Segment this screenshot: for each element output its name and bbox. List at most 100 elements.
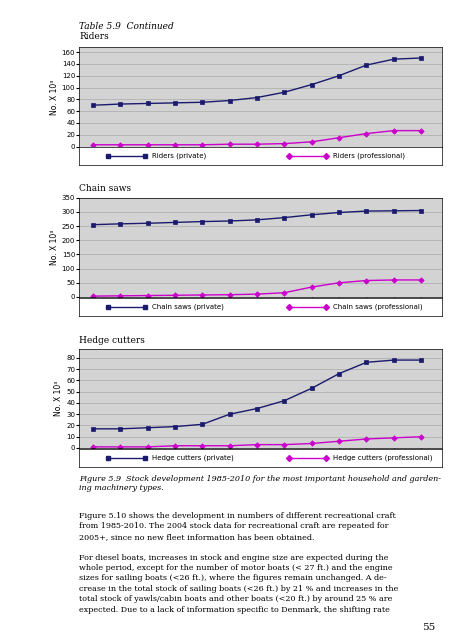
Hedge cutters (professional) — [391, 434, 396, 442]
Chain saws (professional) — [364, 276, 369, 284]
Line: Chain saws (professional): Chain saws (professional) — [91, 278, 423, 298]
Riders (private) — [90, 101, 96, 109]
Text: 55: 55 — [422, 623, 435, 632]
Chain saws (professional) — [90, 292, 96, 300]
Text: Riders (professional): Riders (professional) — [333, 153, 405, 159]
Text: Chain saws: Chain saws — [79, 184, 131, 193]
Hedge cutters (private) — [118, 425, 123, 433]
Hedge cutters (professional) — [282, 441, 287, 449]
Chain saws (professional) — [419, 276, 424, 284]
Line: Riders (professional): Riders (professional) — [91, 129, 423, 147]
Riders (professional) — [254, 140, 260, 148]
Hedge cutters (professional) — [145, 443, 150, 451]
Line: Chain saws (private): Chain saws (private) — [91, 209, 423, 227]
Riders (professional) — [309, 138, 314, 146]
Riders (private) — [200, 99, 205, 106]
Riders (private) — [118, 100, 123, 108]
Riders (private) — [282, 88, 287, 96]
Hedge cutters (private) — [364, 358, 369, 366]
Chain saws (professional) — [254, 291, 260, 298]
Riders (professional) — [419, 127, 424, 134]
Text: Table 5.9  Continued: Table 5.9 Continued — [79, 22, 174, 31]
Text: Riders (private): Riders (private) — [152, 153, 206, 159]
Riders (professional) — [227, 140, 232, 148]
Chain saws (professional) — [145, 292, 150, 300]
Riders (professional) — [337, 134, 342, 141]
Hedge cutters (private) — [90, 425, 96, 433]
Line: Hedge cutters (professional): Hedge cutters (professional) — [91, 435, 423, 449]
Chain saws (private) — [419, 207, 424, 214]
Hedge cutters (private) — [391, 356, 396, 364]
Chain saws (private) — [227, 217, 232, 225]
Riders (private) — [364, 61, 369, 69]
Chain saws (private) — [172, 219, 178, 227]
Text: Riders: Riders — [79, 32, 109, 41]
Text: Chain saws (professional): Chain saws (professional) — [333, 303, 423, 310]
Riders (professional) — [118, 141, 123, 148]
Hedge cutters (professional) — [254, 441, 260, 449]
Hedge cutters (private) — [254, 404, 260, 412]
Riders (private) — [254, 93, 260, 101]
Chain saws (private) — [391, 207, 396, 214]
Riders (private) — [391, 55, 396, 63]
Chain saws (professional) — [282, 289, 287, 296]
Chain saws (professional) — [227, 291, 232, 298]
Hedge cutters (private) — [172, 423, 178, 431]
Hedge cutters (private) — [337, 370, 342, 378]
Riders (private) — [309, 81, 314, 88]
Text: Hedge cutters: Hedge cutters — [79, 336, 145, 345]
Line: Hedge cutters (private): Hedge cutters (private) — [91, 358, 423, 431]
Y-axis label: No. X 10³: No. X 10³ — [50, 230, 59, 265]
Hedge cutters (professional) — [337, 437, 342, 445]
Hedge cutters (private) — [419, 356, 424, 364]
Text: Hedge cutters (professional): Hedge cutters (professional) — [333, 454, 433, 461]
Riders (professional) — [172, 141, 178, 148]
Chain saws (private) — [118, 220, 123, 228]
Chain saws (professional) — [200, 291, 205, 299]
Riders (private) — [145, 100, 150, 108]
Chain saws (private) — [309, 211, 314, 219]
Riders (private) — [227, 97, 232, 104]
Hedge cutters (private) — [282, 397, 287, 404]
Riders (private) — [337, 72, 342, 79]
Riders (professional) — [282, 140, 287, 147]
Hedge cutters (professional) — [227, 442, 232, 449]
Chain saws (professional) — [391, 276, 396, 284]
Chain saws (private) — [337, 209, 342, 216]
Chain saws (private) — [200, 218, 205, 225]
Riders (private) — [419, 54, 424, 62]
Riders (professional) — [391, 127, 396, 134]
Chain saws (private) — [90, 221, 96, 228]
Chain saws (private) — [145, 220, 150, 227]
Y-axis label: No. X 10³: No. X 10³ — [54, 381, 63, 416]
Hedge cutters (private) — [145, 424, 150, 431]
Chain saws (private) — [282, 214, 287, 221]
Riders (professional) — [200, 141, 205, 148]
Chain saws (professional) — [337, 279, 342, 287]
Hedge cutters (private) — [309, 385, 314, 392]
Riders (professional) — [90, 141, 96, 148]
Hedge cutters (professional) — [118, 443, 123, 451]
Hedge cutters (professional) — [172, 442, 178, 449]
Hedge cutters (professional) — [364, 435, 369, 443]
Text: Figure 5.10 shows the development in numbers of different recreational craft
fro: Figure 5.10 shows the development in num… — [79, 512, 399, 614]
Line: Riders (private): Riders (private) — [91, 56, 423, 107]
Hedge cutters (professional) — [419, 433, 424, 440]
Chain saws (professional) — [309, 283, 314, 291]
Chain saws (private) — [254, 216, 260, 224]
Chain saws (professional) — [172, 291, 178, 299]
Hedge cutters (professional) — [200, 442, 205, 449]
Text: Chain saws (private): Chain saws (private) — [152, 303, 224, 310]
Y-axis label: No. X 10³: No. X 10³ — [50, 79, 59, 115]
Hedge cutters (private) — [200, 420, 205, 428]
Chain saws (professional) — [118, 292, 123, 300]
Riders (professional) — [364, 130, 369, 138]
Hedge cutters (professional) — [309, 440, 314, 447]
Riders (private) — [172, 99, 178, 107]
Chain saws (private) — [364, 207, 369, 215]
Hedge cutters (professional) — [90, 443, 96, 451]
Text: Figure 5.9  Stock development 1985-2010 for the most important household and gar: Figure 5.9 Stock development 1985-2010 f… — [79, 475, 441, 492]
Text: Hedge cutters (private): Hedge cutters (private) — [152, 454, 233, 461]
Hedge cutters (private) — [227, 410, 232, 418]
Riders (professional) — [145, 141, 150, 148]
